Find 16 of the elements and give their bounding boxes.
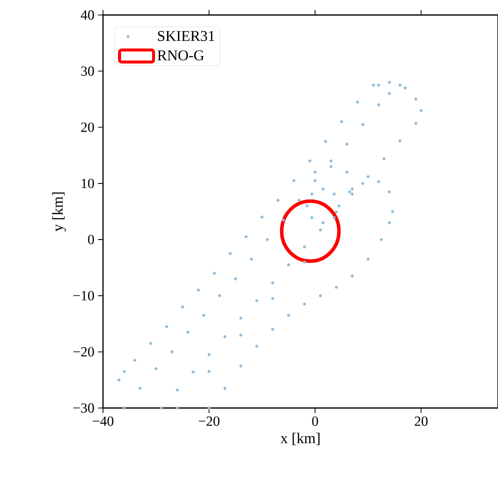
y-tick-label: 0 (88, 234, 94, 244)
y-tick-label: −10 (73, 290, 94, 300)
x-axis-title: x [km] (280, 432, 320, 446)
x-tick-label: 20 (414, 416, 428, 426)
y-tick-label: −30 (73, 403, 94, 413)
y-tick-label: −20 (73, 347, 94, 357)
legend-label: SKIER31 (158, 30, 214, 41)
y-tick-label: 10 (82, 178, 94, 188)
x-tick-label: 0 (312, 416, 318, 426)
x-tick-label: −20 (198, 416, 220, 426)
x-tick-label: −40 (92, 416, 114, 426)
annotation: RNO-G (157, 50, 204, 60)
y-axis-title: y [km] (52, 192, 66, 232)
y-tick-label: 20 (81, 122, 94, 132)
y-tick-label: 30 (81, 66, 94, 76)
y-tick-label: 40 (80, 10, 94, 20)
